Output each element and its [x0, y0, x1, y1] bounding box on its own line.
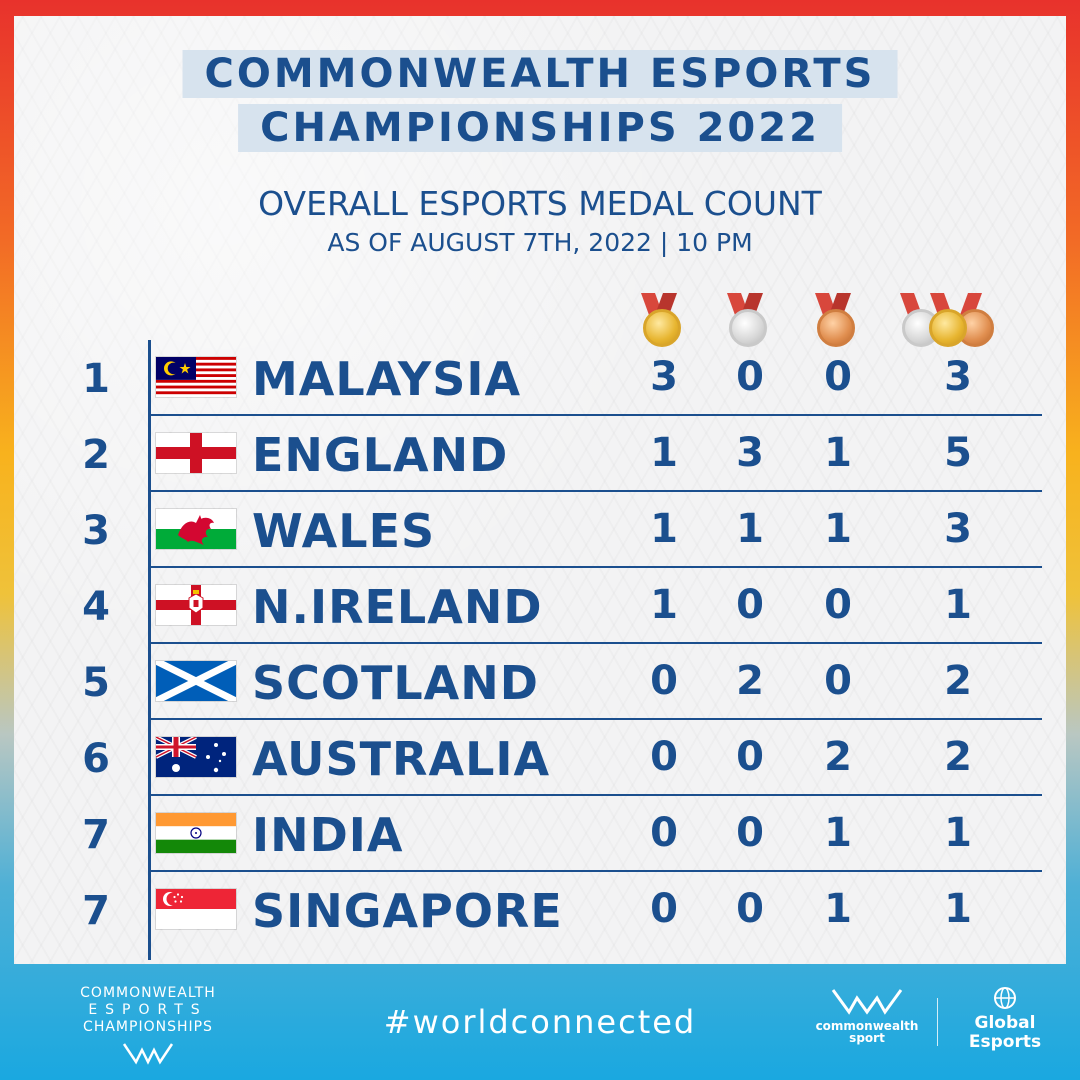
rank: 7	[82, 812, 110, 858]
rank: 1	[82, 356, 110, 402]
title-line-2: CHAMPIONSHIPS 2022	[238, 104, 842, 152]
table-row: 2 ENGLAND 1 3 1 5	[14, 416, 1066, 492]
row-divider	[150, 490, 1042, 492]
bronze-count: 0	[824, 354, 852, 400]
table-row: 7 SINGAPORE 0 0 1 1	[14, 872, 1066, 948]
total-count: 3	[944, 506, 972, 552]
northern-ireland-flag-icon	[156, 585, 236, 625]
silver-count: 0	[736, 582, 764, 628]
commonwealth-logo-icon	[122, 1043, 174, 1065]
gold-count: 1	[650, 582, 678, 628]
country-name: WALES	[252, 504, 436, 558]
rank: 2	[82, 432, 110, 478]
gold-count: 1	[650, 506, 678, 552]
gold-count: 1	[650, 430, 678, 476]
bronze-count: 0	[824, 582, 852, 628]
global-line-1: Global	[974, 1013, 1036, 1033]
singapore-flag-icon	[156, 889, 236, 929]
scotland-flag-icon	[156, 661, 236, 701]
subtitle: OVERALL ESPORTS MEDAL COUNT	[258, 184, 822, 223]
row-divider	[150, 642, 1042, 644]
india-flag-icon	[156, 813, 236, 853]
total-medals-icon	[896, 291, 1006, 351]
bronze-medal-icon	[800, 291, 880, 351]
country-name: ENGLAND	[252, 428, 509, 482]
date-line: AS OF AUGUST 7TH, 2022 | 10 PM	[327, 228, 753, 257]
row-divider	[150, 566, 1042, 568]
bronze-count: 1	[824, 810, 852, 856]
logo-line-2: ESPORTS	[88, 1002, 208, 1018]
malaysia-flag-icon	[156, 357, 236, 397]
table-row: 1 MALAYSIA 3 0 0 3	[14, 340, 1066, 416]
row-divider	[150, 718, 1042, 720]
global-esports-logo: Global Esports	[960, 986, 1050, 1052]
gold-count: 0	[650, 734, 678, 780]
silver-count: 0	[736, 886, 764, 932]
commonwealth-sport-logo: commonwealth sport	[812, 986, 922, 1044]
rank: 5	[82, 660, 110, 706]
footer-divider	[937, 998, 938, 1046]
total-count: 2	[944, 658, 972, 704]
silver-count: 0	[736, 810, 764, 856]
hashtag: #worldconnected	[383, 1003, 697, 1041]
gold-count: 0	[650, 810, 678, 856]
silver-count: 1	[736, 506, 764, 552]
logo-line-3: CHAMPIONSHIPS	[83, 1019, 213, 1035]
commonwealth-sport-icon	[831, 989, 903, 1015]
gold-count: 0	[650, 658, 678, 704]
total-count: 5	[944, 430, 972, 476]
sport-line-2: sport	[849, 1031, 885, 1045]
silver-medal-icon	[712, 291, 792, 351]
row-divider	[150, 870, 1042, 872]
globe-icon	[994, 987, 1016, 1009]
rank: 3	[82, 508, 110, 554]
medal-table-card: COMMONWEALTH ESPORTS CHAMPIONSHIPS 2022 …	[14, 16, 1066, 964]
gold-medal-icon	[626, 291, 706, 351]
total-count: 1	[944, 810, 972, 856]
total-count: 3	[944, 354, 972, 400]
title-line-1: COMMONWEALTH ESPORTS	[182, 50, 898, 98]
total-count: 2	[944, 734, 972, 780]
total-count: 1	[944, 886, 972, 932]
gold-count: 3	[650, 354, 678, 400]
sport-line-1: commonwealth	[815, 1019, 919, 1033]
country-name: MALAYSIA	[252, 352, 522, 406]
england-flag-icon	[156, 433, 236, 473]
silver-count: 2	[736, 658, 764, 704]
rank: 4	[82, 584, 110, 630]
rank: 6	[82, 736, 110, 782]
table-row: 7 INDIA 0 0 1 1	[14, 796, 1066, 872]
silver-count: 0	[736, 734, 764, 780]
total-count: 1	[944, 582, 972, 628]
wales-flag-icon	[156, 509, 236, 549]
country-name: SINGAPORE	[252, 884, 563, 938]
gold-count: 0	[650, 886, 678, 932]
silver-count: 3	[736, 430, 764, 476]
row-divider	[150, 414, 1042, 416]
table-row: 6 AUSTRALIA 0 0 2 2	[14, 720, 1066, 796]
championships-logo: COMMONWEALTH ESPORTS CHAMPIONSHIPS	[58, 985, 238, 1070]
country-name: SCOTLAND	[252, 656, 539, 710]
bronze-count: 0	[824, 658, 852, 704]
global-line-2: Esports	[968, 1032, 1042, 1052]
country-name: AUSTRALIA	[252, 732, 551, 786]
bronze-count: 1	[824, 430, 852, 476]
country-name: INDIA	[252, 808, 404, 862]
bronze-count: 1	[824, 506, 852, 552]
bronze-count: 1	[824, 886, 852, 932]
rank-divider	[148, 340, 151, 960]
bronze-count: 2	[824, 734, 852, 780]
table-row: 4 N.IRELAND 1 0 0 1	[14, 568, 1066, 644]
australia-flag-icon	[156, 737, 236, 777]
logo-line-1: COMMONWEALTH	[80, 985, 216, 1001]
table-row: 5 SCOTLAND 0 2 0 2	[14, 644, 1066, 720]
rank: 7	[82, 888, 110, 934]
country-name: N.IRELAND	[252, 580, 543, 634]
row-divider	[150, 794, 1042, 796]
table-row: 3 WALES 1 1 1 3	[14, 492, 1066, 568]
silver-count: 0	[736, 354, 764, 400]
